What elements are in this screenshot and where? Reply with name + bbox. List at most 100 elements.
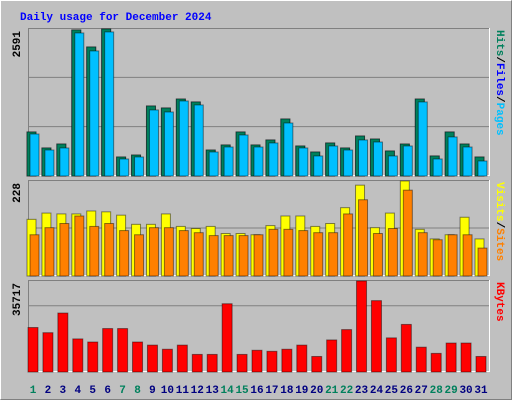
bar (163, 227, 174, 277)
bar (74, 32, 85, 177)
bar (462, 146, 473, 177)
bar (415, 346, 427, 373)
bar (178, 230, 189, 277)
bar (432, 239, 443, 277)
x-tick-label: 19 (295, 385, 308, 397)
x-tick-label: 1 (30, 385, 37, 397)
legend-entry: Visits (493, 182, 505, 222)
bar (283, 122, 294, 177)
bar (148, 227, 159, 277)
bar (356, 280, 368, 373)
legend-separator: / (493, 56, 505, 63)
bar (161, 348, 173, 373)
bar (447, 136, 458, 177)
x-tick-label: 9 (149, 385, 156, 397)
x-tick-label: 25 (385, 385, 399, 397)
bar (119, 158, 130, 177)
bar (372, 233, 383, 277)
bar (87, 341, 99, 373)
bar (370, 300, 382, 373)
bar (385, 337, 397, 373)
legend: KBytes (493, 282, 505, 322)
bar (89, 50, 100, 177)
x-tick-label: 30 (459, 385, 472, 397)
bar (358, 139, 369, 177)
bar (328, 145, 339, 177)
chart-title: Daily usage for December 2024 (20, 12, 212, 24)
bar (119, 230, 130, 277)
bar (134, 156, 145, 177)
bar (206, 353, 218, 373)
bar (328, 232, 339, 277)
x-tick-label: 23 (355, 385, 369, 397)
legend: Hits/Files/Pages (493, 30, 505, 136)
bar (176, 344, 188, 373)
legend-entry: Pages (493, 103, 505, 136)
legend-separator: / (493, 96, 505, 103)
bar (313, 155, 324, 177)
bar (298, 230, 309, 277)
bar (178, 100, 189, 177)
bar (296, 344, 308, 373)
x-tick-label: 31 (474, 385, 488, 397)
bar (417, 101, 428, 177)
y-tick-label: 2591 (12, 31, 24, 58)
x-tick-label: 8 (134, 385, 141, 397)
x-tick-label: 21 (325, 385, 339, 397)
bar (283, 228, 294, 277)
bar (430, 352, 442, 373)
x-tick-label: 6 (104, 385, 111, 397)
bar (238, 235, 249, 277)
bar (462, 234, 473, 277)
bar (89, 225, 100, 277)
x-tick-label: 16 (250, 385, 263, 397)
legend: Visits/Sites (493, 182, 505, 261)
bar (417, 232, 428, 277)
bar (298, 147, 309, 177)
bar (117, 328, 129, 373)
bar (148, 109, 159, 177)
bar (72, 338, 84, 373)
bar (104, 31, 115, 177)
x-tick-label: 17 (265, 385, 278, 397)
x-tick-label: 12 (191, 385, 204, 397)
bar (387, 228, 398, 277)
plot-border-dark (28, 28, 490, 176)
bar (132, 341, 144, 373)
bar (326, 339, 338, 373)
bar (253, 146, 264, 177)
bar (281, 348, 293, 373)
y-tick-label: 228 (12, 183, 24, 203)
bar (44, 227, 55, 277)
legend-separator: / (493, 222, 505, 229)
bar (402, 189, 413, 277)
bar (208, 235, 219, 277)
bar (253, 234, 264, 277)
bar (59, 223, 70, 277)
bar (59, 147, 70, 177)
legend-entry: Hits (493, 30, 505, 56)
bar (29, 234, 40, 277)
x-tick-label: 26 (400, 385, 413, 397)
bar (343, 213, 354, 277)
bar (57, 312, 69, 373)
bar (311, 355, 323, 373)
bar (251, 349, 263, 373)
x-tick-label: 20 (310, 385, 323, 397)
x-tick-label: 28 (430, 385, 444, 397)
x-tick-label: 4 (74, 385, 81, 397)
bar (445, 342, 457, 373)
x-tick-label: 3 (60, 385, 67, 397)
bar (74, 215, 85, 277)
legend-entry: Sites (493, 228, 505, 261)
legend-entry: Files (493, 63, 505, 96)
bar (193, 104, 204, 177)
bar (343, 149, 354, 177)
x-tick-label: 18 (280, 385, 294, 397)
x-tick-label: 24 (370, 385, 384, 397)
x-tick-label: 14 (221, 385, 235, 397)
bar (191, 353, 203, 373)
bar (163, 111, 174, 177)
